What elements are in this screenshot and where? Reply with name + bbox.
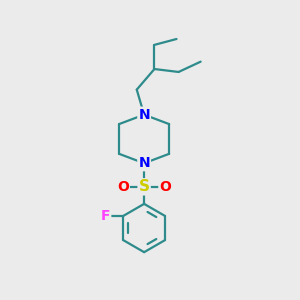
Text: F: F: [101, 209, 110, 223]
Text: S: S: [139, 179, 150, 194]
Text: N: N: [138, 156, 150, 170]
Text: O: O: [159, 180, 171, 194]
Text: N: N: [138, 108, 150, 122]
Text: O: O: [117, 180, 129, 194]
